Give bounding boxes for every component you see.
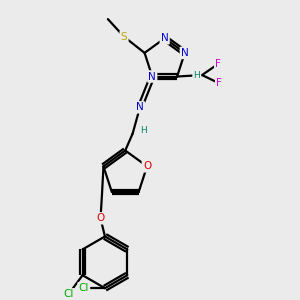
Text: N: N xyxy=(148,71,156,82)
Text: F: F xyxy=(216,78,222,88)
Text: O: O xyxy=(96,213,105,223)
Text: O: O xyxy=(143,161,151,171)
Text: N: N xyxy=(161,33,169,43)
Text: N: N xyxy=(136,102,144,112)
Text: S: S xyxy=(121,32,127,42)
Text: Cl: Cl xyxy=(79,283,89,293)
Text: H: H xyxy=(140,126,147,135)
Text: Cl: Cl xyxy=(63,289,74,299)
Text: H: H xyxy=(194,70,200,80)
Text: F: F xyxy=(215,59,221,69)
Text: N: N xyxy=(181,48,189,58)
